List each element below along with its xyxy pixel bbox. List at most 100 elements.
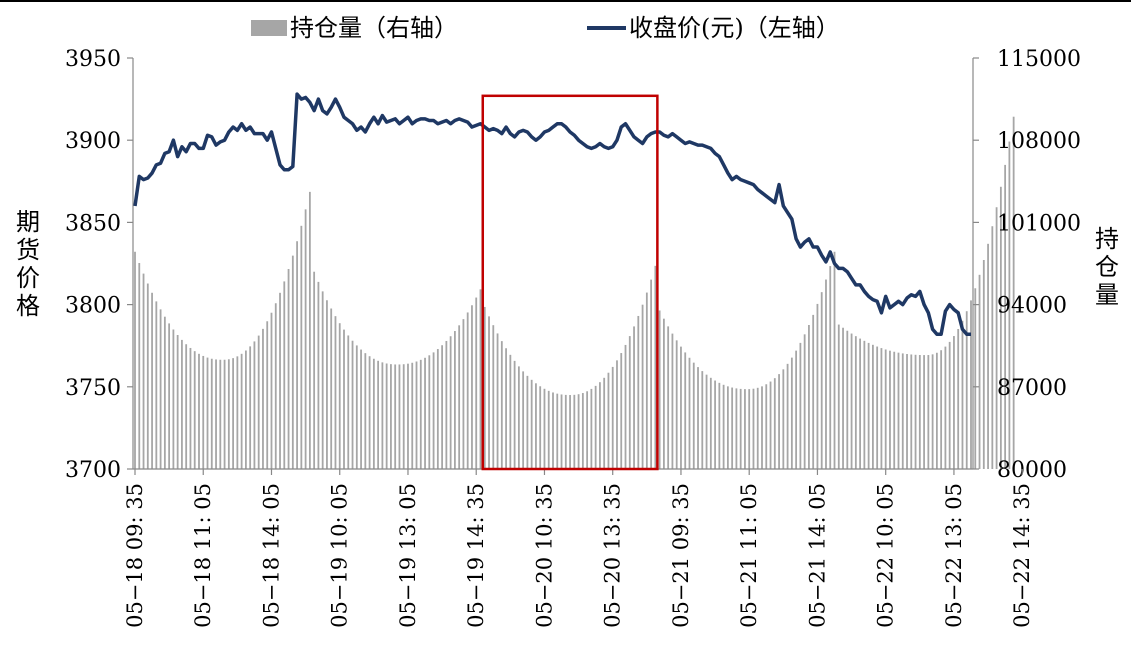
oi-bar <box>283 281 286 469</box>
oi-bar <box>842 327 844 469</box>
oi-bar <box>415 361 418 469</box>
oi-bar <box>385 363 388 469</box>
oi-bar <box>820 292 823 469</box>
oi-bar <box>522 371 525 469</box>
oi-bar <box>714 380 716 469</box>
oi-bar <box>424 357 426 469</box>
oi-bar <box>543 388 546 469</box>
oi-bar <box>428 355 431 469</box>
oi-bar <box>940 350 943 469</box>
oi-bar <box>970 300 972 469</box>
oi-bar <box>1012 116 1015 470</box>
oi-bar <box>291 255 294 469</box>
oi-bar <box>641 304 644 469</box>
oi-bar <box>995 207 998 470</box>
oi-bar <box>232 358 234 469</box>
oi-bar <box>436 349 439 469</box>
oi-bar <box>675 340 678 469</box>
oi-bar <box>210 358 213 469</box>
oi-bar <box>334 316 337 469</box>
oi-bar <box>560 394 563 469</box>
oi-bar <box>808 325 810 469</box>
oi-bar <box>227 359 230 469</box>
oi-bar <box>803 334 806 469</box>
oi-bar <box>198 353 200 469</box>
oi-bar <box>795 350 798 469</box>
oi-bar <box>884 349 887 469</box>
oi-bar <box>893 351 896 469</box>
x-ticks: 05−18 09: 35 05−18 11: 05 05−18 14: 05 05−1… <box>123 469 1034 628</box>
right-tick-label: 80000 <box>997 458 1067 483</box>
oi-bar <box>274 303 277 469</box>
axis-title-char: 量 <box>1095 281 1119 309</box>
right-axis-title: 持仓量 <box>1095 225 1119 309</box>
oi-bar <box>957 329 960 469</box>
oi-bar <box>240 353 243 469</box>
x-tick-label: 05−19 13: 05 <box>396 483 420 628</box>
oi-bar <box>505 348 507 469</box>
oi-bar <box>462 319 465 469</box>
oi-bar <box>168 323 171 469</box>
oi-bar <box>573 394 576 469</box>
oi-bar <box>343 329 345 469</box>
oi-bar <box>735 388 738 469</box>
oi-bar <box>577 394 580 469</box>
legend-price-label: 收盘价(元)（左轴） <box>629 14 840 42</box>
oi-bar <box>935 352 938 469</box>
oi-bar <box>910 354 913 469</box>
oi-bar <box>586 391 589 469</box>
oi-bar <box>530 379 533 469</box>
x-tick-label: 05−22 13: 05 <box>942 483 966 628</box>
oi-bar <box>953 336 955 469</box>
oi-bar <box>330 308 333 469</box>
oi-bar <box>709 377 712 469</box>
left-tick-label: 3800 <box>65 294 121 319</box>
oi-bar <box>658 310 661 469</box>
oi-bar <box>355 345 358 469</box>
oi-bar <box>616 360 618 469</box>
oi-bar <box>223 359 226 469</box>
oi-bar <box>1008 141 1011 470</box>
right-tick-label: 108000 <box>997 129 1081 154</box>
oi-bar <box>697 367 699 469</box>
oi-bar <box>368 356 371 469</box>
oi-bar <box>987 243 989 469</box>
oi-bar <box>308 191 311 469</box>
oi-bar <box>897 352 900 469</box>
oi-bar <box>535 383 537 469</box>
oi-bar <box>146 283 149 469</box>
oi-bar <box>381 362 384 469</box>
oi-bar <box>650 279 652 469</box>
oi-bar <box>680 346 682 469</box>
left-ticks: 3950 3900 3850 3800 3750 3700 <box>65 47 133 483</box>
oi-bar <box>752 388 755 469</box>
oi-bar <box>249 346 252 469</box>
oi-bar <box>134 251 136 469</box>
right-tick-label: 115000 <box>997 47 1081 72</box>
oi-bar <box>927 355 930 469</box>
oi-bar <box>569 395 571 469</box>
oi-bar <box>654 265 657 469</box>
oi-bar <box>475 297 478 469</box>
oi-bar <box>923 355 925 469</box>
oi-bar <box>402 364 405 469</box>
right-tick-label: 87000 <box>997 376 1067 401</box>
oi-bar <box>552 392 554 469</box>
oi-bar <box>372 358 375 469</box>
oi-bar <box>360 349 362 469</box>
x-tick-label: 05−22 14: 35 <box>1010 483 1034 628</box>
oi-bar <box>692 362 695 469</box>
oi-bar <box>790 357 793 469</box>
oi-bar <box>854 336 857 469</box>
oi-bar <box>364 353 367 469</box>
oi-bar <box>739 388 742 469</box>
left-tick-label: 3700 <box>65 458 121 483</box>
oi-bar <box>253 341 256 469</box>
oi-bar <box>432 352 435 469</box>
oi-bar <box>663 318 665 469</box>
oi-bar <box>411 362 414 469</box>
oi-bar <box>509 354 512 469</box>
legend-oi-label: 持仓量（右轴） <box>290 14 458 42</box>
oi-bar <box>590 388 593 469</box>
oi-bar <box>466 312 469 469</box>
